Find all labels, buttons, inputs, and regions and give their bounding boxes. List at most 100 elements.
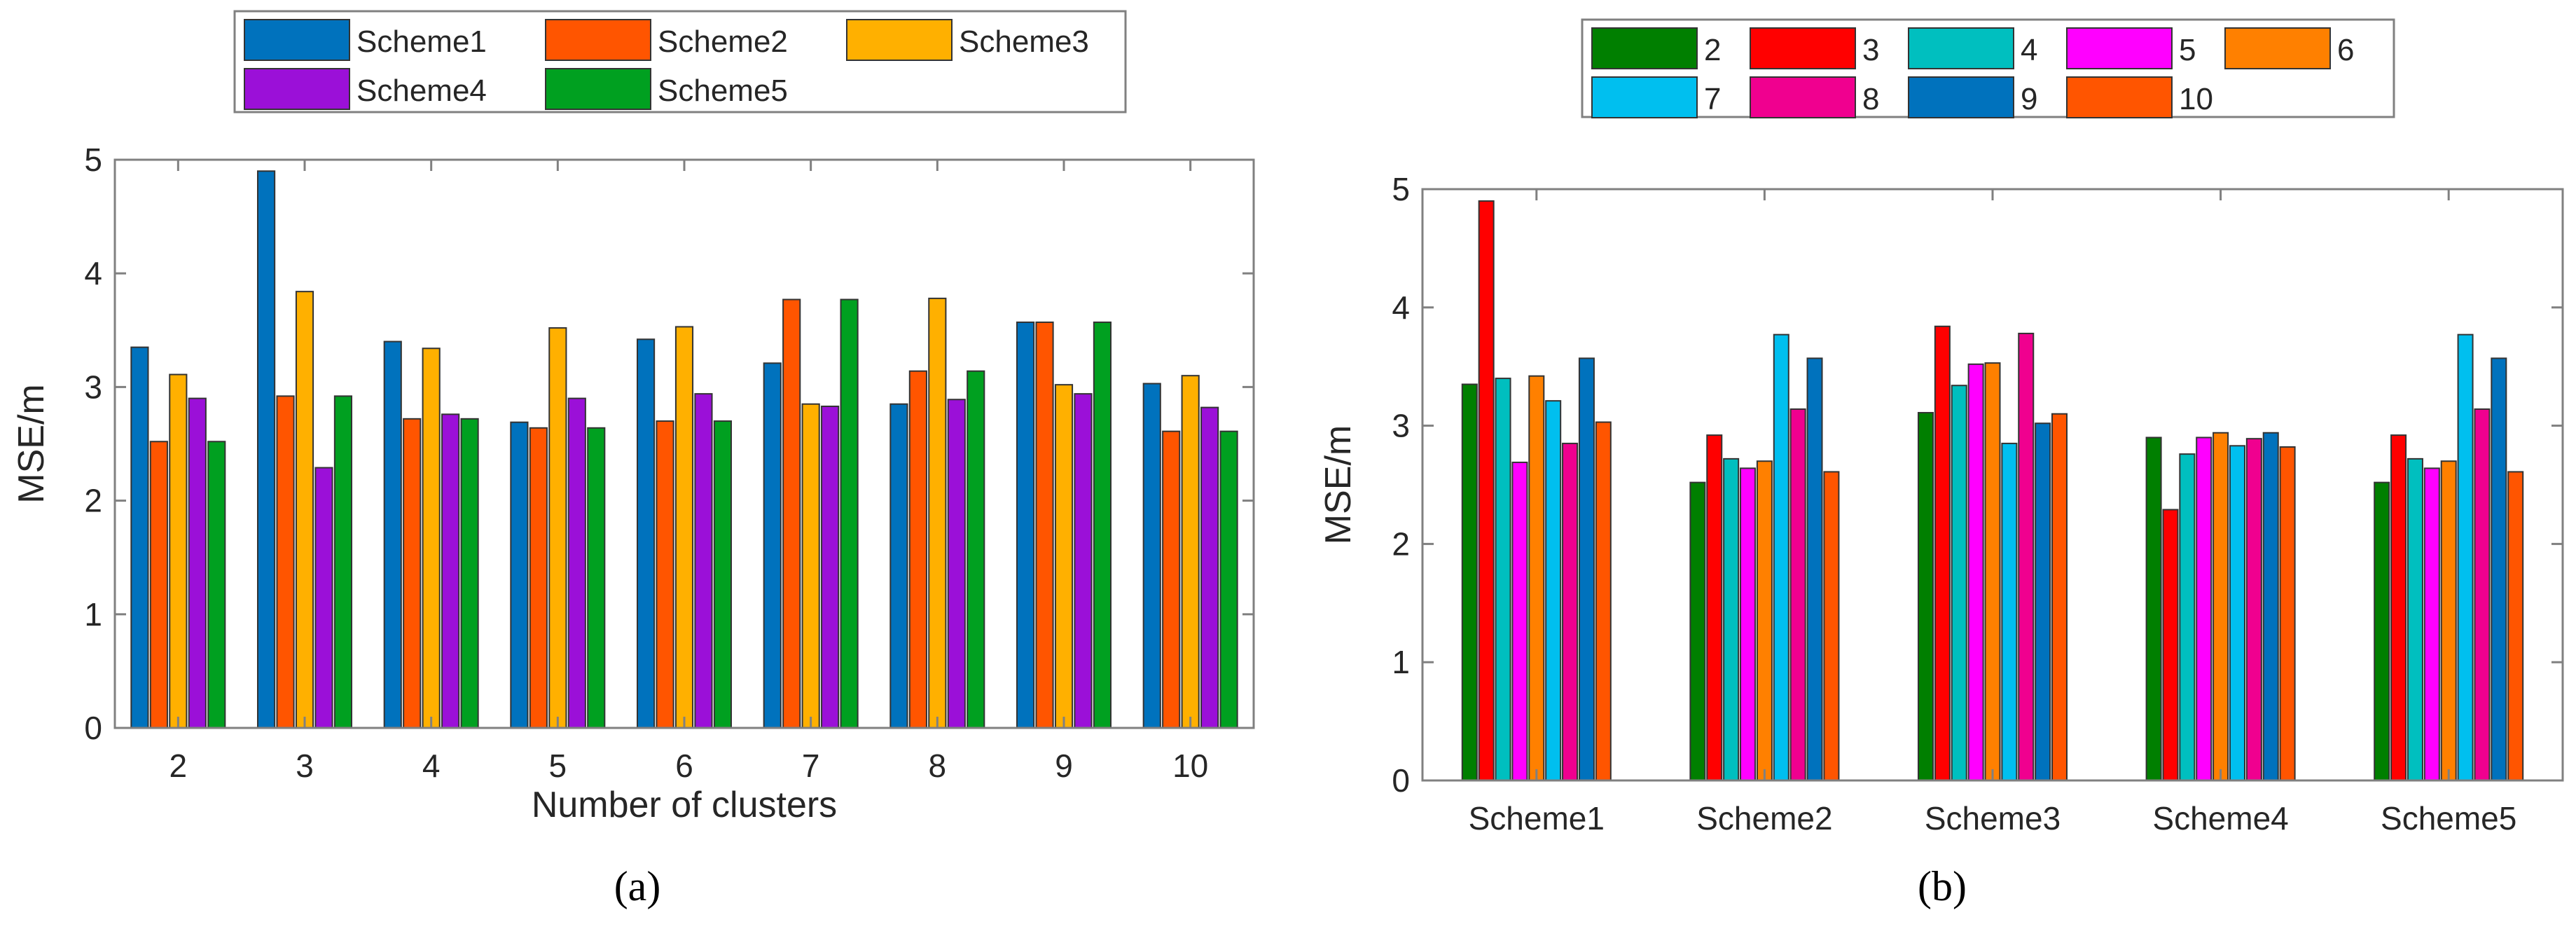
bar-3-Scheme5 xyxy=(2390,434,2407,781)
bar-5-Scheme2 xyxy=(1740,467,1757,781)
bar-Scheme3-10 xyxy=(1181,375,1200,729)
legend-swatch-3 xyxy=(1750,27,1856,69)
bar-Scheme3-6 xyxy=(674,326,694,729)
bar-4-Scheme1 xyxy=(1495,378,1511,781)
legend-swatch-7 xyxy=(1591,76,1698,118)
bar-9-Scheme5 xyxy=(2491,357,2507,782)
bar-Scheme3-3 xyxy=(295,291,314,729)
bar-3-Scheme4 xyxy=(2162,509,2179,781)
bar-6-Scheme2 xyxy=(1756,460,1773,781)
bar-9-Scheme2 xyxy=(1806,357,1823,782)
bar-Scheme1-3 xyxy=(256,170,276,729)
bar-8-Scheme5 xyxy=(2474,408,2491,781)
legend-label: 10 xyxy=(2179,82,2213,116)
bar-Scheme4-4 xyxy=(441,413,460,729)
bar-Scheme2-4 xyxy=(403,418,422,729)
bar-9-Scheme1 xyxy=(1578,357,1595,782)
bar-Scheme1-6 xyxy=(636,338,656,729)
x-tick-label: Scheme4 xyxy=(2152,800,2288,837)
y-tick-label: 3 xyxy=(1392,408,1410,444)
y-tick-label: 5 xyxy=(84,142,102,178)
x-tick-label: 10 xyxy=(1172,748,1208,784)
bar-Scheme3-8 xyxy=(928,297,947,729)
y-tick-label: 1 xyxy=(84,596,102,633)
y-tick-label: 0 xyxy=(84,710,102,746)
chart-0: 0 1 2 3 4 5 2 3 4 5 6 7 8 9 10 MSE/m Number of clusters (… xyxy=(11,10,1255,909)
bar-Scheme3-4 xyxy=(422,347,441,729)
bar-5-Scheme1 xyxy=(1511,461,1528,781)
bar-5-Scheme4 xyxy=(2196,436,2213,781)
bar-Scheme1-10 xyxy=(1142,383,1161,729)
y-tick-label: 5 xyxy=(1392,171,1410,207)
legend-label: Scheme1 xyxy=(356,25,487,59)
bar-Scheme5-9 xyxy=(1093,321,1112,729)
y-axis-label: MSE/m xyxy=(1318,425,1359,544)
bar-Scheme2-3 xyxy=(276,395,295,729)
legend-label: 4 xyxy=(2021,33,2037,67)
bar-9-Scheme3 xyxy=(2035,422,2051,781)
x-tick-label: 3 xyxy=(296,748,314,784)
legend-box xyxy=(233,10,1127,113)
bar-Scheme2-9 xyxy=(1035,321,1054,729)
bar-Scheme1-7 xyxy=(763,362,782,729)
bar-6-Scheme1 xyxy=(1528,375,1545,781)
y-tick-label: 1 xyxy=(1392,644,1410,680)
bar-Scheme5-5 xyxy=(587,427,606,729)
x-tick-label: 5 xyxy=(549,748,567,784)
bar-3-Scheme2 xyxy=(1706,434,1723,781)
legend: 2 3 4 5 6 7 8 9 10 xyxy=(1581,18,2395,118)
legend-label: Scheme5 xyxy=(658,74,788,108)
bar-Scheme2-5 xyxy=(529,427,548,729)
bar-Scheme1-5 xyxy=(510,421,529,729)
bar-10-Scheme2 xyxy=(1823,471,1840,781)
bar-Scheme4-5 xyxy=(567,397,586,729)
legend-swatch-Scheme5 xyxy=(545,68,651,110)
bar-2-Scheme1 xyxy=(1461,383,1478,781)
panel-label: (a) xyxy=(614,863,661,909)
bar-Scheme5-10 xyxy=(1219,430,1238,729)
legend-swatch-5 xyxy=(2066,27,2173,69)
bar-8-Scheme4 xyxy=(2245,438,2262,782)
legend-swatch-10 xyxy=(2066,76,2173,118)
y-tick-label: 3 xyxy=(84,369,102,405)
bar-Scheme2-2 xyxy=(149,441,168,729)
bar-2-Scheme2 xyxy=(1689,481,1706,782)
legend-label: 5 xyxy=(2179,33,2196,67)
bar-Scheme3-5 xyxy=(548,327,567,729)
bar-Scheme2-6 xyxy=(656,420,674,729)
x-axis-label: Number of clusters xyxy=(532,785,837,825)
bar-Scheme2-10 xyxy=(1162,430,1181,729)
y-tick-label: 2 xyxy=(1392,525,1410,562)
bar-10-Scheme4 xyxy=(2279,446,2296,781)
bar-10-Scheme5 xyxy=(2507,471,2524,781)
legend-label: 2 xyxy=(1704,33,1721,67)
y-axis-label: MSE/m xyxy=(11,384,52,503)
x-tick-label: Scheme3 xyxy=(1925,800,2061,837)
legend-label: Scheme3 xyxy=(959,25,1089,59)
x-tick-label: 4 xyxy=(422,748,441,784)
bar-8-Scheme2 xyxy=(1789,408,1806,781)
bar-10-Scheme3 xyxy=(2051,413,2068,781)
x-tick-label: Scheme5 xyxy=(2381,800,2516,837)
legend-swatch-Scheme4 xyxy=(244,68,350,110)
bar-6-Scheme4 xyxy=(2213,432,2229,782)
bar-8-Scheme3 xyxy=(2018,332,2035,782)
legend-swatch-4 xyxy=(1908,27,2014,69)
x-tick-label: 7 xyxy=(802,748,820,784)
bar-Scheme4-6 xyxy=(694,393,713,729)
legend-label: Scheme4 xyxy=(356,74,487,108)
legend-swatch-Scheme1 xyxy=(244,19,350,61)
legend: Scheme1 Scheme2 Scheme3 Scheme4 Scheme5 xyxy=(233,10,1127,113)
legend-label: 6 xyxy=(2337,33,2354,67)
y-tick-label: 4 xyxy=(84,255,102,291)
bar-Scheme3-9 xyxy=(1054,384,1074,729)
y-tick-label: 0 xyxy=(1392,762,1410,799)
bar-7-Scheme5 xyxy=(2457,333,2474,781)
legend-label: 8 xyxy=(1862,82,1879,116)
bar-Scheme4-9 xyxy=(1074,393,1093,729)
bar-6-Scheme3 xyxy=(1984,362,2001,781)
bar-2-Scheme5 xyxy=(2374,481,2390,782)
bar-Scheme2-8 xyxy=(908,370,927,729)
legend-swatch-8 xyxy=(1750,76,1856,118)
bar-Scheme1-9 xyxy=(1016,321,1035,729)
